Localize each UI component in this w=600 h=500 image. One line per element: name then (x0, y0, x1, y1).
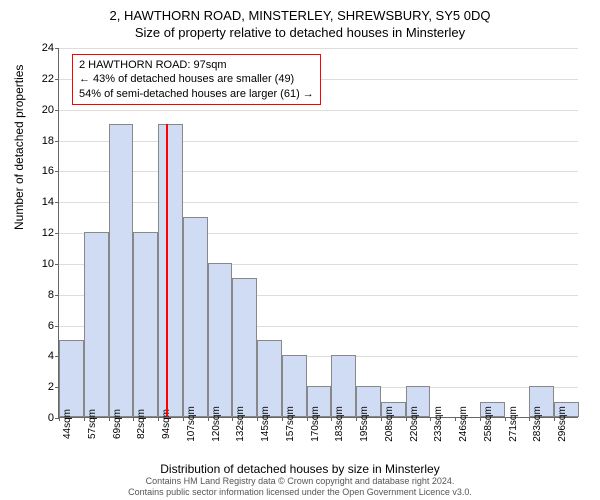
histogram-bar (109, 124, 134, 417)
xtick-mark (183, 417, 184, 421)
ytick-mark (55, 233, 59, 234)
xtick-mark (109, 417, 110, 421)
xtick-mark (84, 417, 85, 421)
xtick-mark (554, 417, 555, 421)
xtick-label: 145sqm (260, 406, 271, 442)
ytick-label: 18 (42, 135, 54, 147)
xtick-mark (133, 417, 134, 421)
ytick-label: 10 (42, 258, 54, 270)
xtick-label: 132sqm (235, 406, 246, 442)
xtick-mark (257, 417, 258, 421)
xtick-label: 82sqm (136, 409, 147, 439)
histogram-bar (208, 263, 233, 417)
ytick-mark (55, 295, 59, 296)
ytick-label: 20 (42, 104, 54, 116)
annotation-box: 2 HAWTHORN ROAD: 97sqm← 43% of detached … (72, 54, 321, 105)
xtick-mark (430, 417, 431, 421)
xtick-label: 246sqm (458, 406, 469, 442)
ytick-label: 16 (42, 165, 54, 177)
xtick-label: 57sqm (87, 409, 98, 439)
xtick-label: 195sqm (359, 406, 370, 442)
xtick-mark (232, 417, 233, 421)
ytick-label: 8 (48, 289, 54, 301)
gridline (59, 48, 578, 49)
xtick-mark (59, 417, 60, 421)
xtick-label: 107sqm (186, 406, 197, 442)
xtick-label: 283sqm (532, 406, 543, 442)
xtick-label: 157sqm (285, 406, 296, 442)
xtick-label: 220sqm (409, 406, 420, 442)
property-marker-line (166, 124, 168, 417)
ytick-mark (55, 110, 59, 111)
ytick-label: 6 (48, 320, 54, 332)
xtick-mark (406, 417, 407, 421)
xtick-label: 120sqm (211, 406, 222, 442)
xtick-label: 296sqm (557, 406, 568, 442)
histogram-bar (133, 232, 158, 417)
xtick-label: 183sqm (334, 406, 345, 442)
xtick-label: 233sqm (433, 406, 444, 442)
xtick-mark (480, 417, 481, 421)
ytick-mark (55, 171, 59, 172)
ytick-label: 14 (42, 196, 54, 208)
xtick-label: 44sqm (62, 409, 73, 439)
annotation-line: 54% of semi-detached houses are larger (… (79, 87, 314, 101)
xtick-mark (331, 417, 332, 421)
ytick-mark (55, 48, 59, 49)
annotation-line: 2 HAWTHORN ROAD: 97sqm (79, 58, 314, 72)
y-axis-label: Number of detached properties (12, 65, 26, 230)
xtick-label: 69sqm (112, 409, 123, 439)
xtick-label: 271sqm (508, 406, 519, 442)
xtick-label: 258sqm (483, 406, 494, 442)
gridline (59, 141, 578, 142)
histogram-bar (158, 124, 183, 417)
histogram-bar (84, 232, 109, 417)
histogram-bar (183, 217, 208, 417)
ytick-mark (55, 141, 59, 142)
annotation-line: ← 43% of detached houses are smaller (49… (79, 72, 314, 86)
xtick-label: 170sqm (310, 406, 321, 442)
gridline (59, 171, 578, 172)
ytick-mark (55, 79, 59, 80)
chart-title-subtitle: Size of property relative to detached ho… (0, 23, 600, 40)
gridline (59, 110, 578, 111)
chart-title-address: 2, HAWTHORN ROAD, MINSTERLEY, SHREWSBURY… (0, 0, 600, 23)
ytick-label: 12 (42, 227, 54, 239)
copyright-line2: Contains public sector information licen… (0, 487, 600, 498)
xtick-mark (356, 417, 357, 421)
xtick-mark (381, 417, 382, 421)
xtick-mark (307, 417, 308, 421)
ytick-mark (55, 326, 59, 327)
xtick-label: 208sqm (384, 406, 395, 442)
copyright-text: Contains HM Land Registry data © Crown c… (0, 476, 600, 498)
xtick-mark (282, 417, 283, 421)
x-axis-label: Distribution of detached houses by size … (0, 462, 600, 476)
chart-container: 2, HAWTHORN ROAD, MINSTERLEY, SHREWSBURY… (0, 0, 600, 500)
xtick-mark (158, 417, 159, 421)
histogram-bar (232, 278, 257, 417)
xtick-mark (505, 417, 506, 421)
xtick-mark (208, 417, 209, 421)
gridline (59, 202, 578, 203)
ytick-label: 22 (42, 73, 54, 85)
ytick-mark (55, 264, 59, 265)
ytick-label: 2 (48, 381, 54, 393)
xtick-mark (455, 417, 456, 421)
ytick-label: 0 (48, 412, 54, 424)
ytick-label: 24 (42, 42, 54, 54)
copyright-line1: Contains HM Land Registry data © Crown c… (0, 476, 600, 487)
xtick-mark (529, 417, 530, 421)
histogram-bar (59, 340, 84, 417)
ytick-mark (55, 202, 59, 203)
ytick-label: 4 (48, 350, 54, 362)
